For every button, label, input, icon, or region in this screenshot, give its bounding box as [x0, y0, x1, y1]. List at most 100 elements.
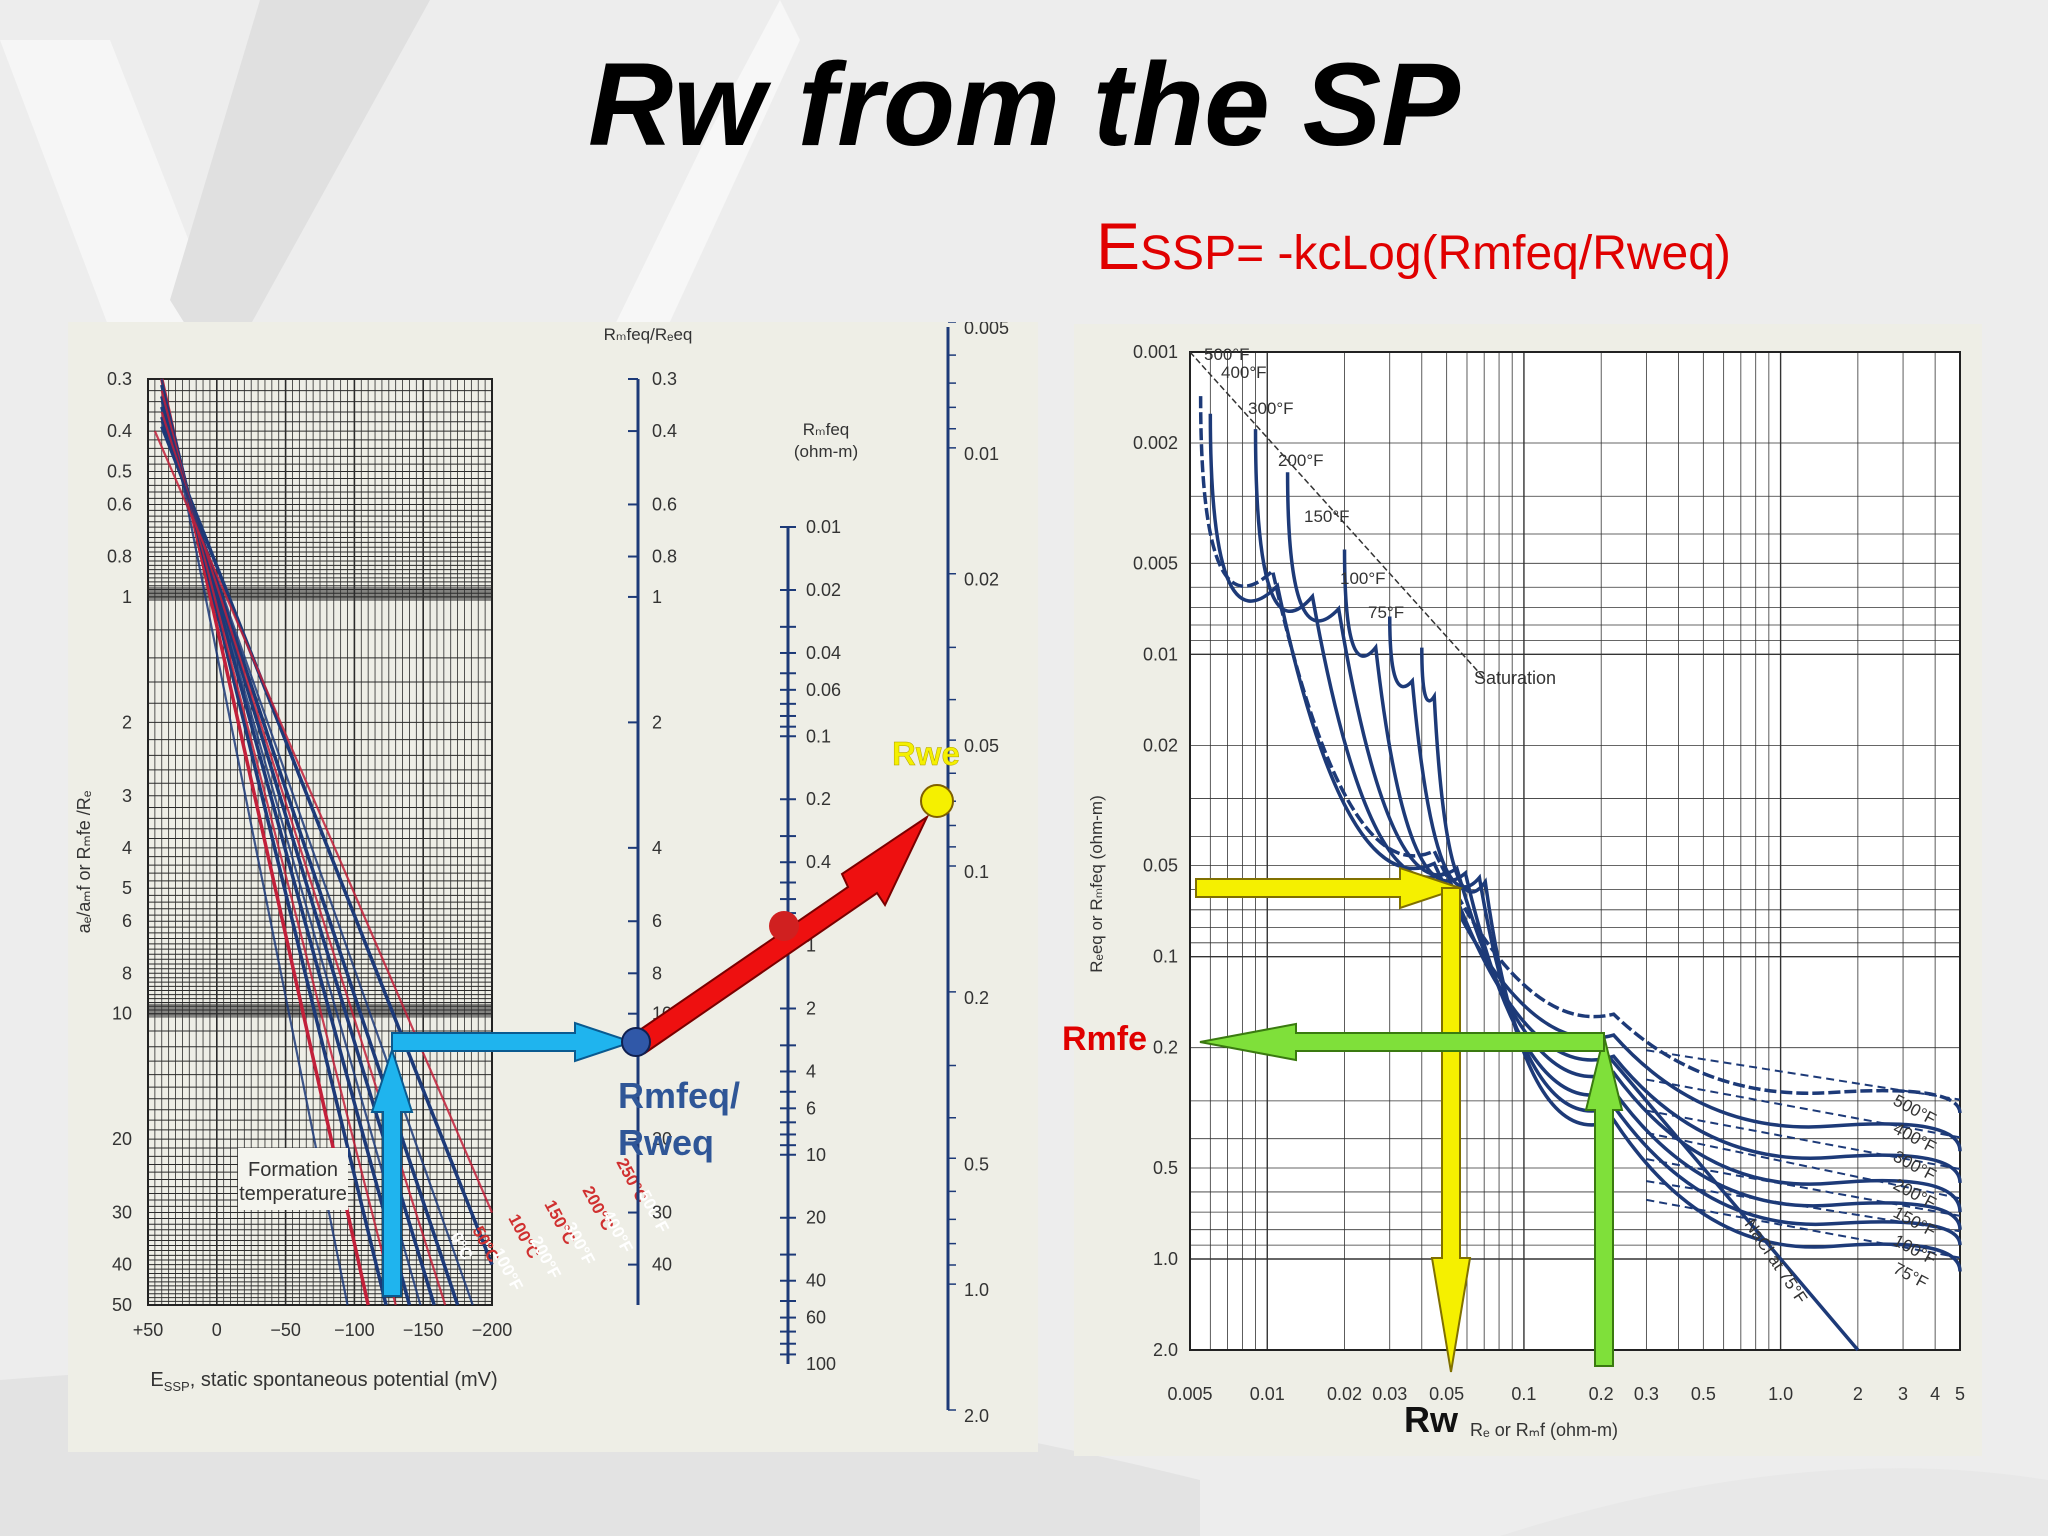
- rmfeq-label-line1: Rmfeq/: [618, 1075, 740, 1116]
- rmfeq-tick-label: 6: [806, 1098, 816, 1118]
- series-dashed-tail: [1646, 1049, 1961, 1101]
- y-tick-label: 0.5: [1153, 1158, 1178, 1178]
- companion-line: [160, 390, 397, 1306]
- rmfeq-scale-point: [769, 911, 799, 941]
- x-tick-label: +50: [133, 1320, 164, 1340]
- rmfeq-tick-label: 40: [806, 1271, 826, 1291]
- rwe-point: [920, 784, 954, 818]
- plot-frame-left: [147, 378, 493, 1306]
- ratio-tick-label: 40: [652, 1255, 672, 1275]
- y-axis-title: aₑ/aₘf or Rₘfe /Rₑ: [74, 790, 94, 933]
- x-tick-label: 0.3: [1634, 1384, 1659, 1404]
- y-tick-label: 0.005: [1133, 553, 1178, 573]
- y-tick-label: 8: [122, 963, 132, 983]
- rw-label: Rw: [1404, 1399, 1459, 1440]
- rweq-tick-label: 1.0: [964, 1280, 989, 1300]
- rmfeq-label-line2: Rweq: [618, 1122, 714, 1163]
- y-tick-label: 5: [122, 878, 132, 898]
- yellow-right-arrow: [1195, 866, 1464, 910]
- curve-label-top: 100°F: [1340, 569, 1386, 588]
- rmfeq-tick-label: 0.2: [806, 789, 831, 809]
- series-dashed-tail: [1646, 1198, 1961, 1259]
- rmfeq-tick-label: 4: [806, 1061, 816, 1081]
- x-tick-label: 0.01: [1250, 1384, 1285, 1404]
- y-tick-label: 1.0: [1153, 1249, 1178, 1269]
- rwe-label: Rwe: [892, 735, 960, 772]
- rmfeq-tick-label: 0.02: [806, 580, 841, 600]
- ratio-tick-label: 20: [652, 1129, 672, 1149]
- slide-title: Rw from the SP: [588, 39, 1460, 171]
- rmfeq-tick-label: 10: [806, 1145, 826, 1165]
- green-left-arrow: [1199, 1022, 1605, 1062]
- ratio-tick-label: 2: [652, 712, 662, 732]
- curve-label-top: 400°F: [1221, 363, 1267, 382]
- cyan-up-arrow: [370, 1046, 414, 1297]
- x-tick-label: 0.1: [1511, 1384, 1536, 1404]
- y-tick-label: 0.3: [107, 369, 132, 389]
- curve-label-top: 300°F: [1248, 399, 1294, 418]
- rmfe-label: Rmfe: [1062, 1020, 1147, 1058]
- ratio-tick-label: 0.8: [652, 547, 677, 567]
- rmfeq-tick-label: 0.4: [806, 852, 831, 872]
- series-dashed-tail: [1646, 1158, 1961, 1217]
- y-tick-label: 30: [112, 1203, 132, 1223]
- x-tick-label: 0.05: [1429, 1384, 1464, 1404]
- left-axes: 0.3 0.4 0.5 0.6 0.8 1 2 3 4 5 6 8 10 20 30 40 50+50 0 −50 −…: [107, 369, 677, 1340]
- x-tick-label: 0: [212, 1320, 222, 1340]
- ratio-tick-label: 30: [652, 1203, 672, 1223]
- x-tick-label: 1.0: [1768, 1384, 1793, 1404]
- x-tick-label: 3: [1898, 1384, 1908, 1404]
- y-tick-label: 0.002: [1133, 433, 1178, 453]
- series-line-75°F: [1420, 647, 1962, 1272]
- x-tick-label: 2: [1853, 1384, 1863, 1404]
- y-tick-label: 0.8: [107, 547, 132, 567]
- rmfeq-scale-title: Rₘfeq: [803, 420, 850, 439]
- x-axis-title: ESSP, static spontaneous potential (mV): [150, 1369, 497, 1394]
- curve-label-top: 150°F: [1304, 507, 1350, 526]
- rmfeq-tick-label: 0.04: [806, 643, 841, 663]
- series-dashed-tail: [1646, 1180, 1961, 1233]
- saturation-line: [1189, 351, 1485, 679]
- right-axes: 0.001 0.002 0.005 0.01 0.02 0.05 0.1 0.2 0.5 1.0 2…: [1133, 342, 1965, 1404]
- rweq-tick-label: 0.1: [964, 862, 989, 882]
- annotation-formation: Formation: [248, 1159, 338, 1181]
- green-up-arrow: [1584, 1035, 1624, 1367]
- rmfeq-scale-unit: (ohm-m): [794, 442, 858, 461]
- essp-equation: ESSP= -kcLog(Rmfeq/Rweq): [1096, 208, 1731, 284]
- rmfeq-rweq-point: [621, 1027, 651, 1057]
- y-tick-label: 0.5: [107, 461, 132, 481]
- y-tick-label: 0.2: [1153, 1038, 1178, 1058]
- rweq-tick-label: 0.5: [964, 1154, 989, 1174]
- y-tick-label: 2: [122, 712, 132, 732]
- y-tick-label: 0.05: [1143, 856, 1178, 876]
- series-dashed-tail: [1646, 1131, 1961, 1200]
- x-tick-label: −100: [334, 1320, 375, 1340]
- y-tick-label: 40: [112, 1255, 132, 1275]
- ratio-tick-label: 4: [652, 838, 662, 858]
- x-tick-label: 0.005: [1167, 1384, 1212, 1404]
- rweq-tick-label: 0.2: [964, 988, 989, 1008]
- y-tick-label: 0.1: [1153, 947, 1178, 967]
- y-tick-label: 0.6: [107, 494, 132, 514]
- yellow-down-arrow: [1430, 887, 1472, 1373]
- right-y-axis-title: Rₑeq or Rₘfeq (ohm-m): [1087, 795, 1106, 973]
- rweq-rw-chart: 500°F400°F300°F200°F150°F100°F75°F500°F4…: [1074, 324, 1982, 1456]
- y-tick-label: 3: [122, 786, 132, 806]
- series-line-250°C: [160, 425, 494, 1266]
- x-tick-label: 0.03: [1372, 1384, 1407, 1404]
- x-tick-label: −200: [472, 1320, 513, 1340]
- y-tick-label: 50: [112, 1295, 132, 1315]
- x-tick-label: 4: [1930, 1384, 1940, 1404]
- cyan-right-arrow: [391, 1021, 636, 1063]
- rmfeq-tick-label: 0.1: [806, 726, 831, 746]
- series-dashed-tail: [1646, 1109, 1961, 1171]
- curve-label-top: 200°F: [1278, 451, 1324, 470]
- series-line-400°F: [1208, 413, 1962, 1152]
- formation-temperature-box: [238, 1148, 348, 1210]
- rweq-tick-label: 0.01: [964, 444, 999, 464]
- curve-label-top: 75°F: [1368, 603, 1404, 622]
- series-line-100°F: [1387, 616, 1962, 1246]
- plot-frame-right: [1189, 351, 1961, 1351]
- right-curves: 500°F400°F300°F200°F150°F100°F75°F500°F4…: [1198, 345, 1962, 1352]
